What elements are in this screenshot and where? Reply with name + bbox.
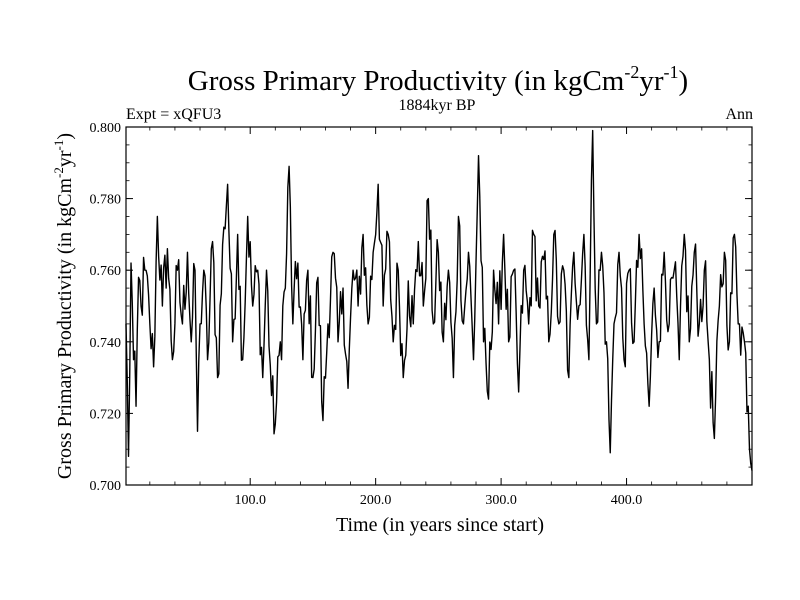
chart-subtitle: 1884kyr BP (399, 97, 476, 114)
y-axis-label-sup2: -1 (51, 140, 66, 151)
experiment-label: Expt = xQFU3 (126, 106, 221, 123)
y-axis-label-sup1: -2 (51, 167, 66, 178)
y-axis-label-end: ) (54, 133, 76, 140)
x-tick-label: 300.0 (485, 493, 517, 508)
y-tick-label: 0.800 (90, 121, 122, 136)
y-tick-label: 0.780 (90, 193, 122, 208)
x-tick-label: 100.0 (234, 493, 266, 508)
y-tick-label: 0.740 (90, 336, 122, 351)
x-tick-label: 200.0 (360, 493, 392, 508)
y-axis-label-main: Gross Primary Productivity (in kgCm (54, 178, 76, 480)
chart-title-sup1: -2 (624, 62, 639, 82)
chart-title-end: ) (679, 65, 689, 97)
y-tick-label: 0.720 (90, 407, 122, 422)
chart-title-main: Gross Primary Productivity (in kgCm (188, 65, 625, 97)
chart-title-mid: yr (639, 65, 664, 97)
series-line (125, 129, 753, 471)
season-label: Ann (725, 106, 753, 123)
plot-area: 0.700 0.720 0.740 0.760 0.780 0.800 100.0 200.0… (90, 121, 753, 508)
chart-title: Gross Primary Productivity (in kgCm-2yr-… (188, 62, 688, 97)
y-tick-label: 0.700 (90, 479, 122, 494)
y-tick-label: 0.760 (90, 264, 122, 279)
x-tick-label: 400.0 (611, 493, 643, 508)
y-axis-label: Gross Primary Productivity (in kgCm-2yr-… (51, 133, 76, 479)
chart-title-sup2: -1 (664, 62, 679, 82)
x-axis-label: Time (in years since start) (336, 514, 544, 536)
y-axis-label-mid: yr (54, 150, 76, 167)
